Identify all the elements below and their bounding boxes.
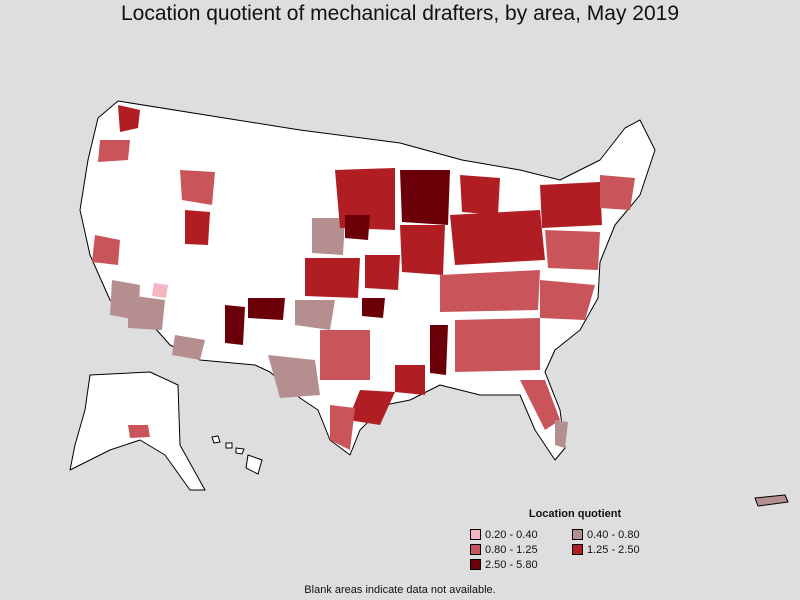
region-arizona-south	[172, 335, 205, 360]
region-nebraska	[312, 218, 345, 255]
region-illinois	[400, 225, 445, 275]
legend-label: 0.80 - 1.25	[485, 543, 538, 556]
region-new-mexico	[225, 305, 245, 345]
region-mississippi	[430, 325, 448, 375]
legend-title: Location quotient	[528, 508, 622, 520]
region-iowa	[345, 215, 370, 240]
legend-swatch	[470, 559, 481, 570]
region-oregon-west	[98, 140, 130, 162]
region-mid-atlantic	[545, 230, 600, 270]
legend-swatch	[572, 529, 583, 540]
region-idaho	[180, 170, 215, 205]
puerto-rico-outline	[754, 494, 789, 507]
region-oklahoma	[295, 300, 335, 330]
region-texas-west	[268, 355, 320, 398]
region-pennsylvania	[540, 182, 602, 228]
region-florida-south	[555, 420, 568, 448]
region-kansas	[305, 258, 360, 298]
footnote: Blank areas indicate data not available.	[304, 584, 496, 596]
region-kentucky-tennessee	[440, 270, 540, 312]
region-new-england	[600, 175, 635, 210]
legend-item: 2.50 - 5.80	[470, 558, 572, 571]
hawaii-outline	[211, 435, 263, 475]
region-california-north	[92, 235, 120, 265]
legend-item: 0.20 - 0.40	[470, 528, 572, 541]
legend-label: 1.25 - 2.50	[587, 543, 640, 556]
legend-label: 2.50 - 5.80	[485, 558, 538, 571]
region-arizona	[128, 295, 165, 330]
region-nevada-south	[152, 283, 168, 298]
region-carolinas	[540, 280, 595, 320]
region-arkansas	[362, 298, 385, 318]
region-ohio-valley	[450, 210, 545, 265]
region-michigan	[460, 175, 500, 215]
region-utah	[185, 210, 210, 245]
region-alaska-anchorage	[128, 425, 150, 438]
region-missouri	[365, 255, 400, 290]
region-texas-south	[330, 405, 355, 450]
region-washington	[118, 105, 140, 132]
region-texas-central	[320, 330, 370, 380]
region-alabama-georgia	[455, 318, 540, 372]
region-louisiana	[395, 365, 425, 395]
region-colorado	[248, 298, 285, 320]
legend-swatch	[572, 544, 583, 555]
legend-label: 0.20 - 0.40	[485, 528, 538, 541]
legend: Location quotient 0.20 - 0.40 0.40 - 0.8…	[470, 508, 670, 571]
region-florida	[520, 380, 560, 430]
region-wisconsin	[400, 170, 450, 225]
legend-item: 0.40 - 0.80	[572, 528, 668, 541]
region-minnesota	[335, 168, 395, 230]
legend-swatch	[470, 529, 481, 540]
legend-item: 1.25 - 2.50	[572, 543, 668, 556]
legend-label: 0.40 - 0.80	[587, 528, 640, 541]
map-title: Location quotient of mechanical drafters…	[121, 2, 679, 25]
region-texas-coast	[348, 390, 395, 425]
legend-item: 0.80 - 1.25	[470, 543, 572, 556]
region-fills	[92, 105, 635, 450]
legend-swatch	[470, 544, 481, 555]
